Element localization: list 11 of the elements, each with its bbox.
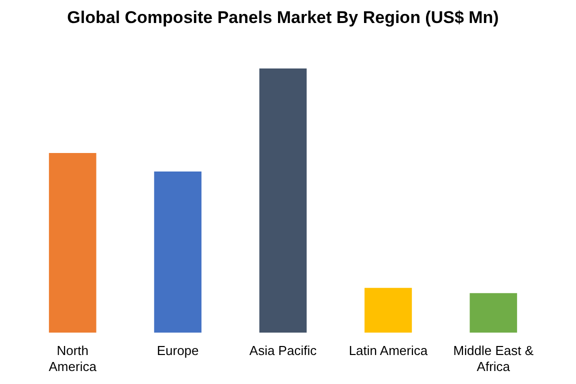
bar (259, 68, 307, 333)
x-tick-label: Europe (156, 343, 199, 358)
bar (470, 293, 518, 333)
x-tick-label: Asia Pacific (249, 343, 318, 358)
x-tick-label: Middle East & Africa (453, 343, 534, 374)
bar (154, 172, 202, 333)
x-tick-label: Latin America (348, 343, 428, 358)
bar (48, 153, 96, 333)
x-tick-label: North America (48, 343, 98, 374)
chart-title: Global Composite Panels Market By Region (US$ Mn) (67, 8, 499, 27)
bar (364, 288, 412, 333)
